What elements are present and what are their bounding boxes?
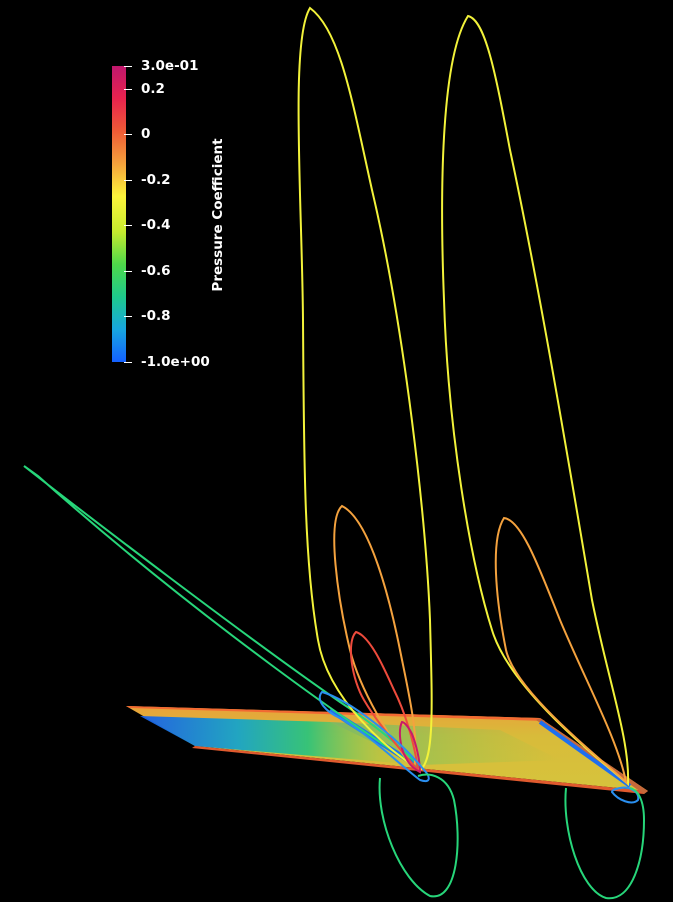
- colorbar-label-2: 0: [141, 126, 151, 142]
- colorbar-label-6: -0.8: [141, 308, 171, 324]
- colorbar-tick-4: [124, 225, 132, 226]
- colorbar-tick-2: [124, 134, 132, 135]
- colorbar-label-3: -0.2: [141, 172, 171, 188]
- lower-loop-green-left: [378, 773, 459, 898]
- wing-low-pressure-band: [140, 716, 420, 765]
- colorbar-label-0: 3.0e-01: [141, 58, 199, 74]
- colorbar-label-7: -1.0e+00: [141, 354, 210, 370]
- colorbar-tick-5: [124, 271, 132, 272]
- vortex-loop-yellow-right: [441, 14, 630, 787]
- colorbar-gradient: [112, 66, 126, 362]
- vortex-loop-blue: [318, 690, 430, 782]
- vortex-loop-magenta: [398, 720, 422, 774]
- vortex-loop-yellow-left: [297, 6, 433, 772]
- lower-loop-green-right: [564, 787, 646, 900]
- colorbar-label-5: -0.6: [141, 263, 171, 279]
- wing-surface: [126, 706, 648, 794]
- colorbar-label-1: 0.2: [141, 81, 165, 97]
- wing-leading-blue-streak-right: [538, 720, 632, 788]
- colorbar-tick-7: [124, 362, 132, 363]
- colorbar-label-4: -0.4: [141, 217, 171, 233]
- colorbar-title: Pressure Coefficient: [210, 138, 226, 292]
- vortex-loop-orange-right: [494, 516, 628, 785]
- colorbar: [112, 66, 126, 362]
- colorbar-tick-1: [124, 89, 132, 90]
- colorbar-tick-0: [124, 66, 132, 67]
- colorbar-tick-3: [124, 180, 132, 181]
- colorbar-tick-6: [124, 316, 132, 317]
